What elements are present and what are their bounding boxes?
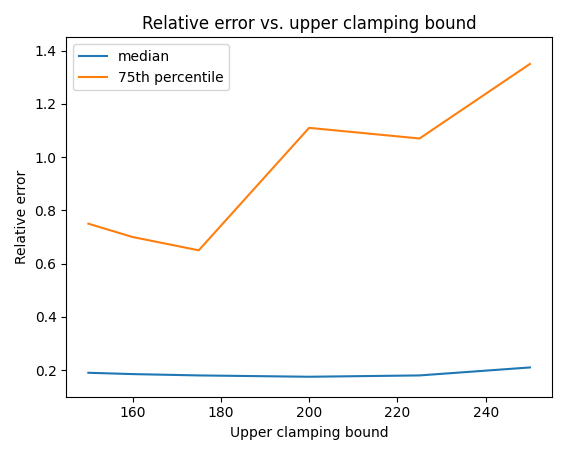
- Y-axis label: Relative error: Relative error: [15, 170, 29, 264]
- 75th percentile: [196, 248, 202, 253]
- median: [85, 370, 92, 375]
- median: [416, 373, 423, 378]
- Legend: median, 75th percentile: median, 75th percentile: [73, 44, 229, 91]
- X-axis label: Upper clamping bound: Upper clamping bound: [230, 426, 388, 440]
- 75th percentile: [416, 136, 423, 141]
- 75th percentile: [129, 234, 136, 240]
- median: [306, 374, 312, 379]
- 75th percentile: [306, 125, 312, 131]
- Title: Relative error vs. upper clamping bound: Relative error vs. upper clamping bound: [142, 15, 476, 33]
- median: [527, 365, 534, 370]
- Line: median: median: [88, 368, 530, 377]
- median: [129, 371, 136, 377]
- median: [196, 373, 202, 378]
- Line: 75th percentile: 75th percentile: [88, 64, 530, 250]
- 75th percentile: [85, 221, 92, 227]
- 75th percentile: [527, 61, 534, 67]
